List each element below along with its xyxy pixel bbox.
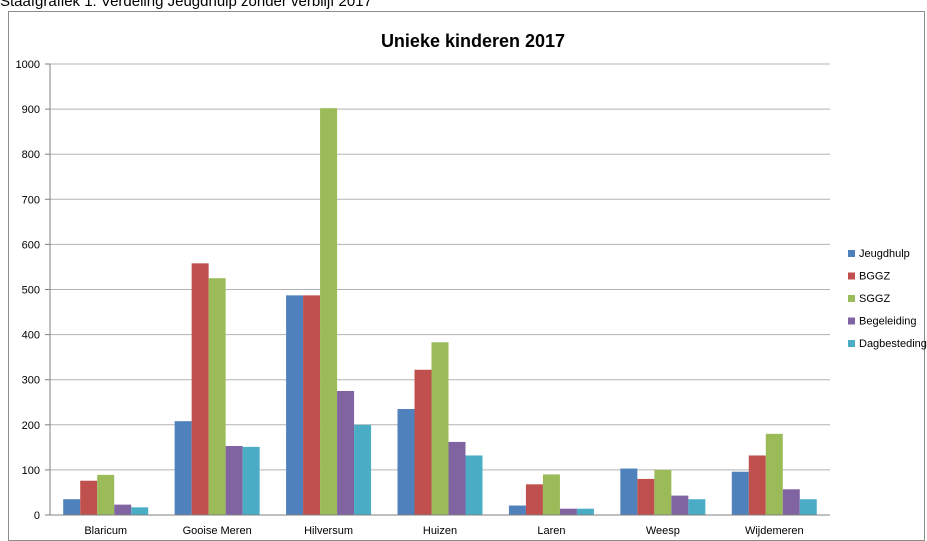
x-tick-label: Laren: [537, 525, 565, 537]
legend-swatch: [848, 272, 855, 280]
legend-label: Jeugdhulp: [859, 248, 910, 260]
bar-jeugdhulp: [620, 468, 638, 515]
y-tick-label: 100: [22, 465, 40, 477]
bar-begeleiding: [671, 495, 689, 515]
y-tick-label: 600: [22, 239, 40, 251]
bar-begeleiding: [448, 441, 466, 515]
bar-jeugdhulp: [397, 409, 415, 515]
figure-caption: Staafgrafiek 1: Verdeling Jeugdhulp zond…: [0, 0, 372, 10]
bar-bggz: [525, 484, 543, 515]
legend-swatch: [848, 250, 855, 257]
x-tick-label: Wijdemeren: [745, 525, 804, 537]
bar-begeleiding: [337, 390, 355, 515]
bar-jeugdhulp: [508, 505, 526, 515]
legend-swatch: [848, 295, 855, 302]
bar-begeleiding: [782, 489, 800, 515]
bar-dagbesteding: [465, 455, 483, 515]
bar-dagbesteding: [688, 499, 706, 515]
y-tick-label: 400: [22, 330, 40, 342]
legend-swatch: [848, 317, 855, 325]
bar-begeleiding: [559, 508, 577, 515]
bar-begeleiding: [225, 445, 243, 515]
y-tick-label: 1000: [16, 59, 40, 71]
y-tick-label: 0: [34, 510, 40, 522]
x-axis: Blaricum Gooise Meren Hilversum Huizen Laren…: [49, 64, 830, 537]
y-tick-label: 200: [22, 420, 40, 432]
y-tick-label: 700: [22, 194, 40, 206]
y-tick-label: 300: [22, 375, 40, 387]
y-tick-label: 900: [22, 104, 40, 116]
x-tick-label: Hilversum: [304, 525, 353, 537]
bar-sggz: [320, 108, 338, 515]
y-tick-label: 500: [22, 285, 40, 297]
legend: Jeugdhulp BGGZ SGGZ Begeleiding Dagbesteding: [848, 248, 927, 350]
bar-dagbesteding: [242, 446, 260, 515]
bar-begeleiding: [114, 504, 132, 515]
y-tick-label: 800: [22, 149, 40, 161]
x-tick-label: Huizen: [423, 525, 457, 537]
bar-jeugdhulp: [731, 471, 749, 515]
bar-sggz: [654, 469, 672, 515]
bar-jeugdhulp: [63, 499, 81, 515]
bar-jeugdhulp: [286, 295, 304, 515]
bar-sggz: [97, 474, 115, 515]
bars: [63, 108, 817, 515]
bar-dagbesteding: [799, 499, 817, 515]
legend-label: Dagbesteding: [859, 338, 927, 350]
bar-sggz: [208, 278, 226, 515]
bar-dagbesteding: [131, 507, 149, 515]
bar-sggz: [765, 433, 783, 515]
legend-label: SGGZ: [859, 293, 890, 305]
y-axis-ticks: 0 100 200 300 400 500 600 700 800 900 1000: [16, 59, 50, 522]
x-tick-label: Blaricum: [84, 525, 127, 537]
chart-title: Unieke kinderen 2017: [381, 31, 565, 51]
x-tick-label: Gooise Meren: [183, 525, 252, 537]
bar-bggz: [748, 455, 766, 515]
legend-label: BGGZ: [859, 271, 890, 283]
bar-dagbesteding: [354, 424, 372, 515]
bar-bggz: [414, 369, 432, 515]
bar-dagbesteding: [576, 508, 594, 515]
bar-bggz: [637, 478, 655, 515]
bar-bggz: [80, 480, 98, 515]
bar-bggz: [303, 295, 321, 515]
bar-sggz: [431, 342, 449, 515]
x-tick-label: Weesp: [646, 525, 680, 537]
legend-label: Begeleiding: [859, 316, 917, 328]
bar-bggz: [191, 263, 209, 515]
bar-jeugdhulp: [174, 421, 192, 515]
legend-swatch: [848, 340, 855, 347]
bar-sggz: [542, 474, 560, 515]
